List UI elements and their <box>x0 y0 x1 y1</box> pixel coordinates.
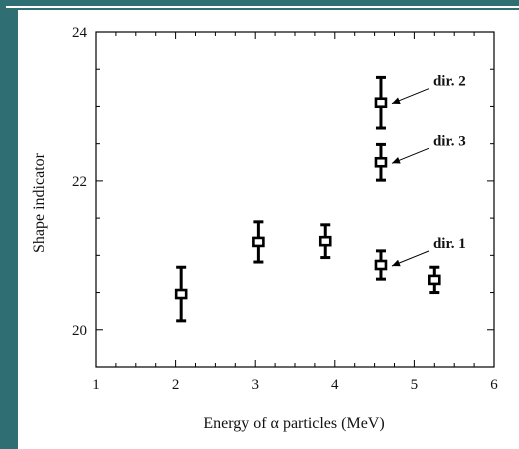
point-marker <box>427 274 441 286</box>
slide-top-line <box>6 6 519 8</box>
x-tick-label: 3 <box>251 377 259 393</box>
point-marker <box>374 156 388 168</box>
annotation-label: dir. 1 <box>433 236 466 252</box>
marks-group: dir. 2 dir. 3 dir. 1 <box>174 74 466 323</box>
annotation-arrowhead <box>391 259 401 267</box>
data-point <box>374 249 388 281</box>
annotation-label: dir. 3 <box>433 133 466 149</box>
y-tick-label: 22 <box>72 174 87 190</box>
x-tick-label: 2 <box>172 377 180 393</box>
y-tick-label: 20 <box>72 323 87 339</box>
data-point <box>252 220 265 264</box>
data-point <box>427 265 441 295</box>
point-marker <box>174 288 188 300</box>
data-point <box>318 223 332 260</box>
axes-group: 1 2 3 4 5 6 20 22 24 <box>72 25 498 393</box>
annotation-arrowhead <box>391 157 401 164</box>
annotation-label: dir. 2 <box>433 74 466 90</box>
point-marker <box>374 97 388 109</box>
scatter-chart: 1 2 3 4 5 6 20 22 24 dir. 2 dir. 3 dir. 1 Shape in… <box>31 25 498 432</box>
data-point <box>374 75 388 130</box>
x-axis-label: Energy of α particles (MeV) <box>203 415 384 432</box>
x-tick-label: 5 <box>411 377 419 393</box>
annotation-arrowhead <box>391 97 401 104</box>
slide-left-band <box>0 10 18 449</box>
chart-panel: 1 2 3 4 5 6 20 22 24 dir. 2 dir. 3 dir. 1 Shape in… <box>18 10 519 449</box>
x-tick-label: 1 <box>92 377 100 393</box>
point-marker <box>252 236 265 248</box>
x-tick-label: 4 <box>331 377 339 393</box>
slide-top-band <box>0 0 519 10</box>
data-point <box>374 142 388 182</box>
y-axis-label: Shape indicator <box>31 152 48 253</box>
data-point <box>174 265 188 323</box>
point-marker <box>318 235 332 247</box>
x-tick-label: 6 <box>490 377 498 393</box>
point-marker <box>374 259 388 271</box>
y-tick-label: 24 <box>72 25 88 41</box>
